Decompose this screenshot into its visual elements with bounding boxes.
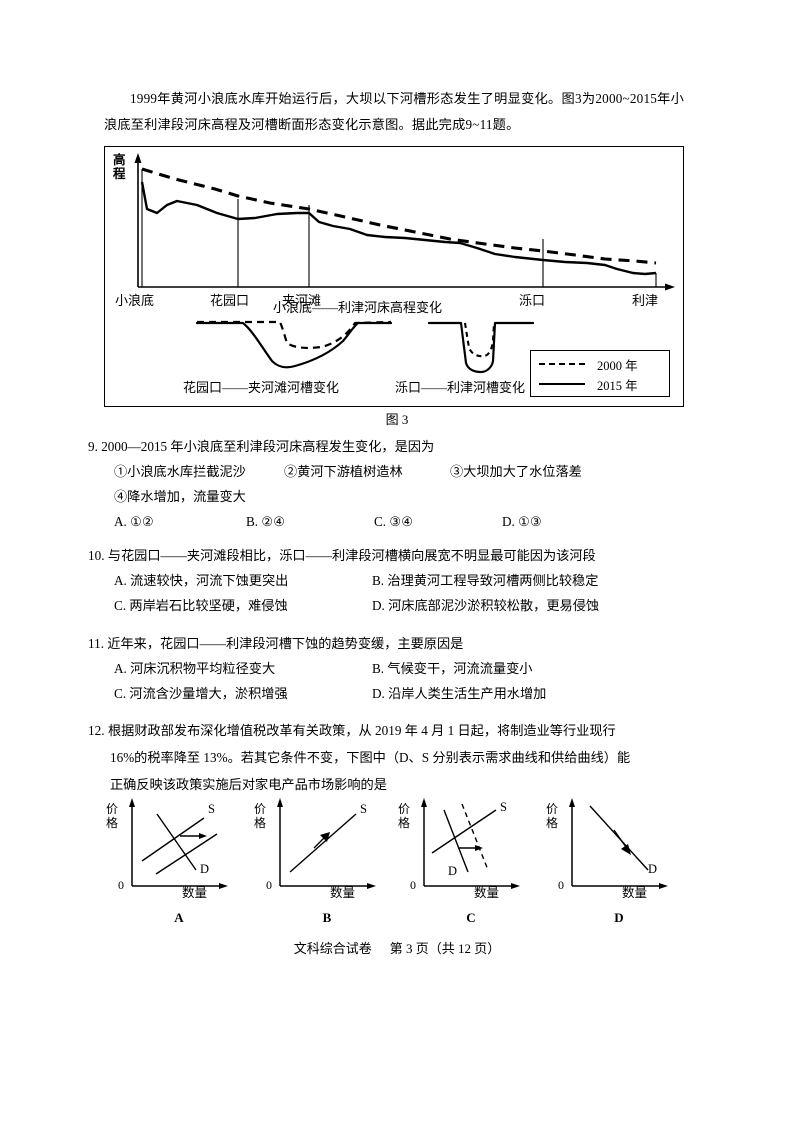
legend-row-2000: 2000 年 xyxy=(531,354,669,374)
sd-a-letter: A xyxy=(174,910,184,925)
station-label-huayuankou: 花园口 xyxy=(210,293,250,308)
cross-left-series-2015 xyxy=(195,321,393,369)
footer-paper-name: 文科综合试卷 xyxy=(293,941,372,956)
sd-b-origin: 0 xyxy=(266,878,272,892)
sd-a-ylabel: 价格 xyxy=(106,802,119,830)
question-10-stem: 10. 与花园口——夹河滩段相比，泺口——利津段河槽横向展宽不明显最可能因为该河… xyxy=(88,548,596,563)
sd-d-curve-d-label: D xyxy=(648,862,658,876)
q10-option-b[interactable]: B. 治理黄河工程导致河槽两侧比较稳定 xyxy=(372,573,599,588)
question-9-statements-2: ④降水增加，流量变大 xyxy=(88,484,688,509)
sd-d-xlabel: 数量 xyxy=(622,886,648,900)
sd-c-origin: 0 xyxy=(410,878,416,892)
figure-number-label: 图 3 xyxy=(385,412,409,427)
series-2015-profile xyxy=(140,181,657,276)
legend-dashed-swatch-icon xyxy=(539,359,585,369)
sd-c-letter: C xyxy=(466,910,476,925)
sd-c-xlabel: 数量 xyxy=(474,886,500,900)
cross-right-caption: 泺口——利津河槽变化 xyxy=(395,380,526,395)
q9-option-c[interactable]: C. ③④ xyxy=(374,514,414,529)
station-label-lijin: 利津 xyxy=(632,293,659,308)
sd-a-curve-s-label: S xyxy=(208,802,215,816)
question-12: 12. 根据财政部发布深化增值税改革有关政策，从 2019 年 4 月 1 日起，… xyxy=(88,717,698,798)
station-label-xiaolangdi: 小浪底 xyxy=(115,293,155,308)
question-10-options-row-1: A. 流速较快，河流下蚀更突出 B. 治理黄河工程导致河槽两侧比较稳定 xyxy=(88,568,688,593)
sd-graph-d: 价格 0 数量 D D xyxy=(544,796,694,926)
sd-c-curve-s-label: S xyxy=(500,800,507,814)
sd-b-ylabel: 价格 xyxy=(254,802,267,830)
station-label-luokou: 泺口 xyxy=(519,293,546,308)
figure-3-box: 高程 小浪底 花园口 夹河滩 泺口 利津 小浪底——利津河床高程变 xyxy=(104,146,684,407)
sd-d-plot xyxy=(569,798,668,889)
q9-statement-2: ②黄河下游植树造林 xyxy=(284,464,403,479)
cross-right-series-2000 xyxy=(463,322,496,358)
sd-a-xlabel: 数量 xyxy=(182,886,208,900)
sd-a-plot xyxy=(129,798,228,889)
question-10: 10. 与花园口——夹河滩段相比，泺口——利津段河槽横向展宽不明显最可能因为该河… xyxy=(88,543,688,618)
q9-option-a[interactable]: A. ①② xyxy=(114,514,154,529)
intro-text: 1999年黄河小浪底水库开始运行后，大坝以下河槽形态发生了明显变化。图3为200… xyxy=(104,91,684,132)
question-11-stem: 11. 近年来，花园口——利津段河槽下蚀的趋势变缓，主要原因是 xyxy=(88,636,464,651)
q10-option-d[interactable]: D. 河床底部泥沙淤积较松散，更易侵蚀 xyxy=(372,598,600,613)
question-9-statements: ①小浪底水库拦截泥沙 ②黄河下游植树造林 ③大坝加大了水位落差 xyxy=(88,459,688,484)
q11-option-a[interactable]: A. 河床沉积物平均粒径变大 xyxy=(114,661,276,676)
sd-c-ylabel: 价格 xyxy=(398,802,411,830)
q10-option-a[interactable]: A. 流速较快，河流下蚀更突出 xyxy=(114,573,289,588)
question-11-options-row-1: A. 河床沉积物平均粒径变大 B. 气候变干，河流流量变小 xyxy=(88,656,688,681)
q9-statement-3: ③大坝加大了水位落差 xyxy=(450,464,582,479)
question-9-stem: 9. 2000—2015 年小浪底至利津段河床高程发生变化，是因为 xyxy=(88,439,435,454)
legend-row-2015: 2015 年 xyxy=(531,374,669,394)
question-12-stem-line2: 16%的税率降至 13%。若其它条件不变，下图中（D、S 分别表示需求曲线和供给… xyxy=(110,750,631,765)
legend-label-2015: 2015 年 xyxy=(597,378,638,393)
cross-section-right-chart xyxy=(427,321,535,374)
cross-section-left-chart xyxy=(195,320,393,369)
question-12-number: 12. xyxy=(88,723,105,738)
sd-b-letter: B xyxy=(322,910,332,925)
q9-statement-4: ④降水增加，流量变大 xyxy=(114,489,246,504)
elevation-axis-label: 高程 xyxy=(113,153,126,181)
question-11: 11. 近年来，花园口——利津段河槽下蚀的趋势变缓，主要原因是 A. 河床沉积物… xyxy=(88,631,688,706)
question-9-options: A. ①② B. ②④ C. ③④ D. ①③ xyxy=(88,509,688,534)
legend-solid-swatch-icon xyxy=(539,379,585,389)
question-9: 9. 2000—2015 年小浪底至利津段河床高程发生变化，是因为 ①小浪底水库… xyxy=(88,434,688,534)
cross-left-caption: 花园口——夹河滩河槽变化 xyxy=(183,380,340,395)
sd-a-curve-d-label: D xyxy=(200,862,210,876)
q9-option-d[interactable]: D. ①③ xyxy=(502,514,542,529)
footer-page-info: 第 3 页（共 12 页） xyxy=(389,941,501,956)
supply-demand-graph-group: 价格 0 数量 S D A 价格 xyxy=(104,796,704,926)
q11-option-d[interactable]: D. 沿岸人类生活生产用水增加 xyxy=(372,686,547,701)
elevation-profile-chart xyxy=(134,153,675,291)
intro-paragraph: 1999年黄河小浪底水库开始运行后，大坝以下河槽形态发生了明显变化。图3为200… xyxy=(104,86,684,138)
sd-d-ylabel: 价格 xyxy=(546,802,559,830)
question-12-stem-line1: 根据财政部发布深化增值税改革有关政策，从 2019 年 4 月 1 日起，将制造… xyxy=(108,723,616,738)
sd-graph-c: 价格 0 数量 S D C xyxy=(396,796,546,926)
sd-c-plot xyxy=(421,798,520,889)
q10-option-c[interactable]: C. 两岸岩石比较坚硬，难侵蚀 xyxy=(114,598,288,613)
sd-a-origin: 0 xyxy=(118,878,124,892)
q11-option-c[interactable]: C. 河流含沙量增大，淤积增强 xyxy=(114,686,288,701)
legend-label-2000: 2000 年 xyxy=(597,358,638,373)
profile-caption: 小浪底——利津河床高程变化 xyxy=(273,300,443,315)
question-10-options-row-2: C. 两岸岩石比较坚硬，难侵蚀 D. 河床底部泥沙淤积较松散，更易侵蚀 xyxy=(88,593,688,618)
question-11-options-row-2: C. 河流含沙量增大，淤积增强 D. 沿岸人类生活生产用水增加 xyxy=(88,681,688,706)
sd-b-curve-s-label: S xyxy=(360,802,367,816)
series-2000-profile xyxy=(141,167,657,265)
q9-statement-1: ①小浪底水库拦截泥沙 xyxy=(114,464,246,479)
station-label-jiahetan: 夹河滩 xyxy=(282,293,322,308)
cross-left-series-2000 xyxy=(197,320,392,350)
question-12-stem-line3: 正确反映该政策实施后对家电产品市场影响的是 xyxy=(110,777,387,792)
q9-option-b[interactable]: B. ②④ xyxy=(246,514,286,529)
figure-legend: 2000 年 2015 年 xyxy=(530,350,670,397)
cross-right-series-2015 xyxy=(427,321,535,374)
sd-graph-b: 价格 0 数量 S B xyxy=(252,796,402,926)
sd-d-origin: 0 xyxy=(558,878,564,892)
sd-b-xlabel: 数量 xyxy=(330,886,356,900)
q11-option-b[interactable]: B. 气候变干，河流流量变小 xyxy=(372,661,533,676)
sd-c-curve-d-label: D xyxy=(448,864,458,878)
sd-b-plot xyxy=(277,798,376,889)
sd-graph-a: 价格 0 数量 S D A xyxy=(104,796,254,926)
page-footer: 文科综合试卷 第 3 页（共 12 页） xyxy=(0,938,794,957)
question-12-line-1: 12. 根据财政部发布深化增值税改革有关政策，从 2019 年 4 月 1 日起，… xyxy=(88,717,698,744)
sd-d-letter: D xyxy=(614,910,624,925)
